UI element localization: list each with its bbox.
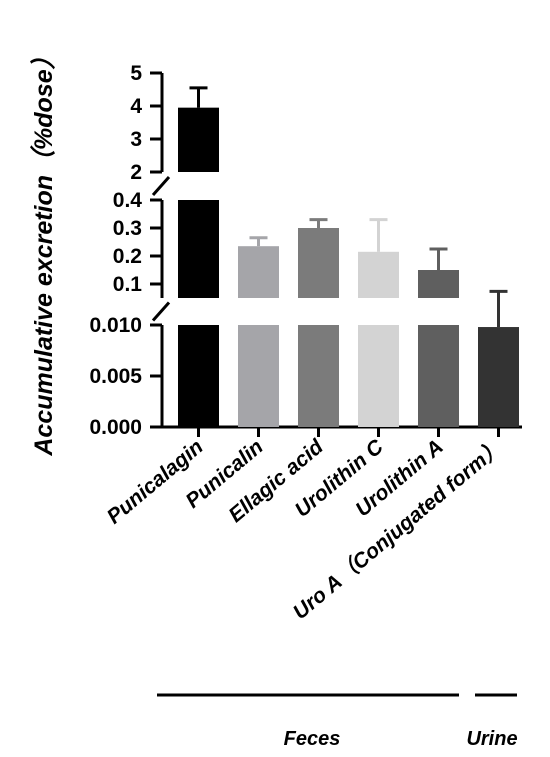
bar (238, 246, 279, 298)
y-tick-label: 4 (130, 95, 142, 118)
bar (418, 270, 459, 298)
axis-break-mark (151, 176, 171, 196)
bar (358, 325, 399, 427)
group-brackets: Feces Urine (157, 693, 518, 750)
y-tick-label: 2 (130, 161, 142, 184)
y-axis: 0.000 0.005 0.010 0.1 0.2 0.3 0.4 2 3 4 5 (89, 62, 522, 439)
bar (178, 107, 219, 172)
bar (358, 251, 399, 298)
y-axis-label: Accumulative excretion（%dose） (30, 44, 58, 456)
y-tick-label: 0.1 (113, 273, 143, 296)
bar (418, 325, 459, 427)
bar (238, 325, 279, 427)
bar (298, 325, 339, 427)
bar (178, 325, 219, 427)
x-tick-label: Punicalagin (103, 435, 208, 528)
y-tick-label: 0.4 (113, 189, 143, 212)
bar (478, 327, 519, 427)
group-label: Feces (284, 728, 341, 750)
y-tick-label: 0.010 (89, 314, 142, 337)
y-tick-label: 0.000 (89, 416, 142, 439)
group-label: Urine (466, 728, 517, 750)
axis-break-mark (151, 301, 171, 322)
bars (178, 86, 519, 427)
x-tick-label: Uro A（Conjugated form） (288, 434, 507, 624)
y-tick-label: 0.2 (113, 245, 142, 268)
y-tick-label: 0.3 (113, 217, 142, 240)
y-tick-label: 3 (130, 128, 142, 151)
bar (298, 228, 339, 298)
y-tick-label: 0.005 (89, 365, 142, 388)
bar (178, 200, 219, 298)
y-tick-label: 5 (130, 62, 142, 85)
